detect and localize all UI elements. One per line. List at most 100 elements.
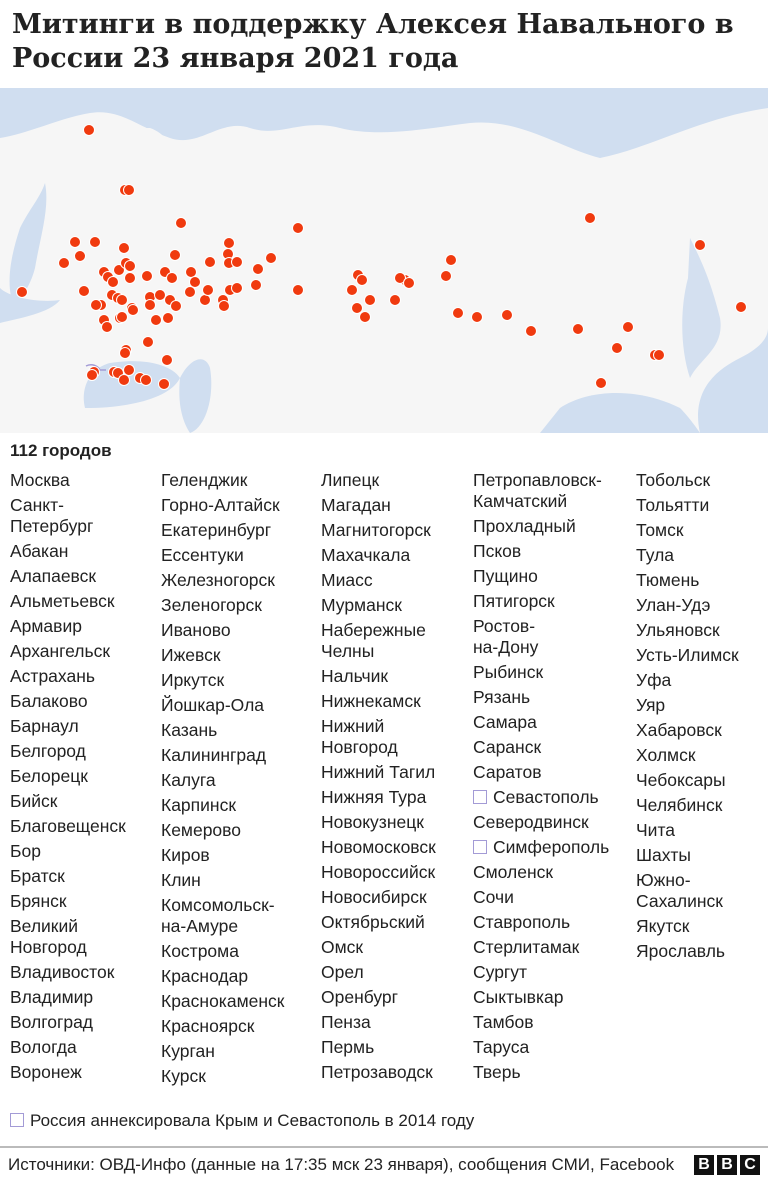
city-item: Нижняя Тура <box>321 787 436 808</box>
city-name: Клин <box>161 870 201 890</box>
city-dot <box>292 222 304 234</box>
city-name: Усть-Илимск <box>636 645 739 665</box>
city-dot <box>101 321 113 333</box>
city-name: Краснокаменск <box>161 991 285 1011</box>
city-item: Белгород <box>10 741 126 762</box>
city-name: Карпинск <box>161 795 236 815</box>
city-column: Геленджик Горно-Алтайск Екатеринбург Ессент… <box>161 470 284 1091</box>
city-dot <box>113 264 125 276</box>
city-name: Благовещенск <box>10 816 126 836</box>
city-item: Улан-Удэ <box>636 595 739 616</box>
city-dot <box>83 124 95 136</box>
city-dot <box>250 279 262 291</box>
city-item: Барнаул <box>10 716 126 737</box>
city-name: Курган <box>161 1041 215 1061</box>
city-dot <box>150 314 162 326</box>
city-name: Смоленск <box>473 862 554 882</box>
city-dot <box>202 284 214 296</box>
crimea-outline <box>85 364 106 371</box>
city-name: Вологда <box>10 1037 77 1057</box>
city-name: Тольятти <box>636 495 710 515</box>
city-item: Пущино <box>473 566 609 587</box>
city-item: Сургут <box>473 962 609 983</box>
city-dot <box>184 286 196 298</box>
city-name: Тверь <box>473 1062 521 1082</box>
city-item: Железногорск <box>161 570 284 591</box>
city-item: Санкт- Петербург <box>10 495 126 537</box>
city-dot <box>389 294 401 306</box>
city-item: Карпинск <box>161 795 284 816</box>
city-item: Волгоград <box>10 1012 126 1033</box>
city-item: Ростов- на-Дону <box>473 616 609 658</box>
crimea-square-icon <box>473 790 487 804</box>
city-dot <box>471 311 483 323</box>
city-dot <box>16 286 28 298</box>
city-name: Владимир <box>10 987 94 1007</box>
city-dot <box>144 299 156 311</box>
city-item: Алапаевск <box>10 566 126 587</box>
city-name: Москва <box>10 470 70 490</box>
city-dot <box>175 217 187 229</box>
city-item: Хабаровск <box>636 720 739 741</box>
city-dot <box>452 307 464 319</box>
city-item: Чебоксары <box>636 770 739 791</box>
city-name: Великий Новгород <box>10 916 87 957</box>
city-name: Таруса <box>473 1037 530 1057</box>
city-name: Улан-Удэ <box>636 595 711 615</box>
city-dot <box>116 294 128 306</box>
city-dot <box>123 364 135 376</box>
city-name: Краснодар <box>161 966 249 986</box>
city-dot <box>90 299 102 311</box>
city-dot <box>69 236 81 248</box>
city-name: Нижний Тагил <box>321 762 436 782</box>
city-name: Магадан <box>321 495 391 515</box>
city-item: Альметьевск <box>10 591 126 612</box>
city-item: Тула <box>636 545 739 566</box>
city-item: Мурманск <box>321 595 436 616</box>
city-item: Иваново <box>161 620 284 641</box>
city-name: Нижнекамск <box>321 691 421 711</box>
city-name: Ижевск <box>161 645 221 665</box>
city-name: Чебоксары <box>636 770 726 790</box>
city-name: Брянск <box>10 891 67 911</box>
crimea-note: Россия аннексировала Крым и Севастополь … <box>10 1111 474 1131</box>
city-item: Магадан <box>321 495 436 516</box>
city-name: Южно- Сахалинск <box>636 870 723 911</box>
city-name: Саратов <box>473 762 542 782</box>
city-name: Шахты <box>636 845 691 865</box>
city-name: Севастополь <box>493 787 599 807</box>
city-dot <box>584 212 596 224</box>
city-dot <box>58 257 70 269</box>
city-item: Владимир <box>10 987 126 1008</box>
crimea-note-text: Россия аннексировала Крым и Севастополь … <box>30 1111 475 1130</box>
city-item: Кемерово <box>161 820 284 841</box>
city-name: Железногорск <box>161 570 275 590</box>
city-item: Псков <box>473 541 609 562</box>
city-item: Брянск <box>10 891 126 912</box>
city-item: Нижнекамск <box>321 691 436 712</box>
city-name: Пермь <box>321 1037 375 1057</box>
city-name: Волгоград <box>10 1012 94 1032</box>
city-name: Саранск <box>473 737 542 757</box>
city-name: Тюмень <box>636 570 700 590</box>
city-count: 112 городов <box>10 441 112 460</box>
city-name: Оренбург <box>321 987 399 1007</box>
city-dot <box>118 242 130 254</box>
city-name: Бийск <box>10 791 58 811</box>
city-dot <box>123 184 135 196</box>
city-dot <box>140 374 152 386</box>
city-name: Армавир <box>10 616 82 636</box>
city-item: Уяр <box>636 695 739 716</box>
city-dot <box>166 272 178 284</box>
city-item: Миасс <box>321 570 436 591</box>
city-name: Бор <box>10 841 41 861</box>
city-dot <box>265 252 277 264</box>
city-name: Белгород <box>10 741 86 761</box>
city-item: Армавир <box>10 616 126 637</box>
city-item: Ульяновск <box>636 620 739 641</box>
city-name: Казань <box>161 720 218 740</box>
city-item: Шахты <box>636 845 739 866</box>
city-name: Нальчик <box>321 666 389 686</box>
city-dot <box>359 311 371 323</box>
